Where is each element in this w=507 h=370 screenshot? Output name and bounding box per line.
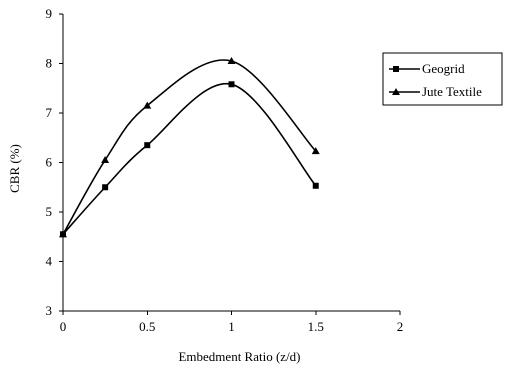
y-tick-label: 5	[46, 204, 53, 219]
x-tick-label: 2	[397, 319, 404, 334]
x-tick-label: 1	[228, 319, 235, 334]
y-axis-ticks: 3 4 5 6 7 8 9	[46, 6, 63, 318]
marker-point	[311, 147, 320, 155]
marker-point	[227, 57, 236, 65]
marker-point	[59, 230, 67, 238]
x-tick-label: 0.5	[139, 319, 155, 334]
marker-point	[228, 81, 235, 88]
x-axis-title: Embedment Ratio (z/d)	[178, 349, 300, 364]
series-jute-textile	[59, 57, 320, 238]
y-tick-label: 6	[46, 155, 53, 170]
x-tick-label: 1.5	[308, 319, 324, 334]
marker-point	[312, 182, 319, 189]
marker-legend	[392, 88, 400, 95]
y-tick-label: 4	[46, 254, 53, 269]
series-line	[62, 59, 317, 235]
y-axis-title: CBR (%)	[7, 144, 22, 193]
legend-label: Geogrid	[422, 61, 465, 76]
marker-point	[144, 142, 151, 149]
y-tick-label: 9	[46, 6, 53, 21]
marker-legend	[393, 66, 399, 72]
marker-point	[101, 156, 110, 164]
marker-point	[102, 184, 109, 191]
x-tick-label: 0	[60, 319, 67, 334]
y-tick-label: 8	[46, 56, 53, 71]
legend-label: Jute Textile	[422, 84, 482, 99]
legend: Geogrid Jute Textile	[382, 52, 503, 106]
y-tick-label: 7	[46, 105, 53, 120]
y-tick-label: 3	[46, 303, 53, 318]
marker-point	[143, 101, 152, 109]
legend-box	[382, 52, 503, 106]
series-layer	[59, 57, 320, 238]
series-line	[62, 82, 317, 235]
x-axis-ticks: 0 0.5 1 1.5 2	[60, 311, 404, 334]
